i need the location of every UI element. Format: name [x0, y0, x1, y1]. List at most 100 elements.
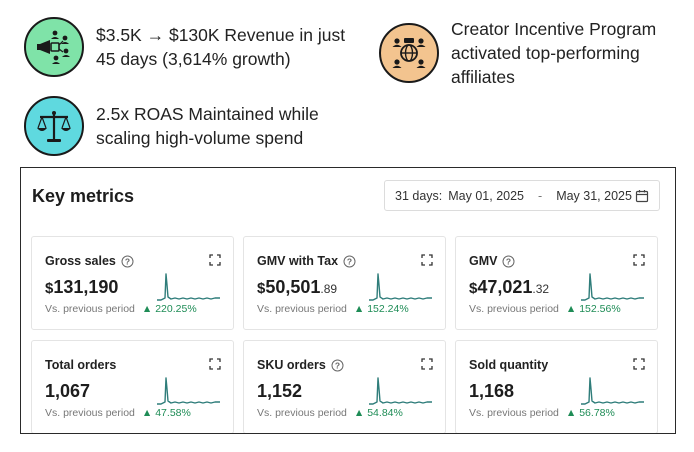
- delta-value: 220.25%: [155, 303, 197, 315]
- metric-title-row: Gross sales?: [45, 254, 134, 268]
- delta-badge: ▲ 152.24%: [354, 303, 409, 315]
- metric-title-row: Total orders: [45, 358, 116, 372]
- info-icon[interactable]: ?: [343, 255, 356, 268]
- delta-value: 56.78%: [579, 407, 615, 419]
- sparkline-chart: [157, 377, 220, 405]
- date-range-label: 31 days:: [395, 188, 443, 203]
- metric-amount: 50,501: [265, 277, 321, 297]
- metric-title: GMV with Tax: [257, 254, 339, 268]
- info-icon[interactable]: ?: [331, 359, 344, 372]
- metric-title: GMV: [469, 254, 498, 268]
- metric-amount: 131,190: [53, 277, 119, 297]
- comparison-label: Vs. previous period: [45, 407, 135, 419]
- date-range-end: May 31, 2025: [556, 188, 632, 203]
- metric-comparison: Vs. previous period ▲ 152.24%: [257, 303, 409, 315]
- expand-icon[interactable]: [633, 254, 645, 266]
- metric-currency: $: [45, 280, 54, 297]
- sparkline-chart: [157, 273, 220, 301]
- up-arrow-icon: ▲: [353, 303, 365, 315]
- metric-card[interactable]: GMV with Tax? $50,501.89 Vs. previous pe…: [243, 236, 446, 330]
- metric-comparison: Vs. previous period ▲ 56.78%: [469, 407, 615, 419]
- metric-card[interactable]: SKU orders? 1,152 Vs. previous period ▲ …: [243, 340, 446, 433]
- up-arrow-icon: ▲: [565, 303, 577, 315]
- metric-card[interactable]: Sold quantity 1,168 Vs. previous period …: [455, 340, 658, 433]
- sparkline-chart: [369, 273, 432, 301]
- metric-value: 1,152: [257, 381, 302, 402]
- delta-badge: ▲ 47.58%: [142, 407, 191, 419]
- highlight-text: Creator Incentive Program activated top-…: [451, 19, 657, 87]
- info-icon[interactable]: ?: [121, 255, 134, 268]
- megaphone-people-icon: [24, 17, 84, 77]
- sparkline: [369, 377, 432, 405]
- expand-icon[interactable]: [209, 358, 221, 370]
- metric-value: $47,021.32: [469, 277, 549, 298]
- metric-amount: 47,021: [477, 277, 533, 297]
- info-icon[interactable]: ?: [502, 255, 515, 268]
- delta-badge: ▲ 152.56%: [566, 303, 621, 315]
- metric-comparison: Vs. previous period ▲ 152.56%: [469, 303, 621, 315]
- metric-currency: $: [257, 280, 266, 297]
- highlight-creator-program: Creator Incentive Program activated top-…: [379, 17, 689, 89]
- expand-icon[interactable]: [421, 254, 433, 266]
- sparkline-chart: [581, 273, 644, 301]
- delta-value: 152.24%: [367, 303, 409, 315]
- panel-title: Key metrics: [32, 186, 135, 206]
- metric-amount: 1,168: [469, 381, 515, 401]
- metric-title: Sold quantity: [469, 358, 549, 372]
- expand-icon[interactable]: [421, 358, 433, 370]
- metric-value: 1,067: [45, 381, 90, 402]
- date-range-picker[interactable]: 31 days: May 01, 2025 - May 31, 2025: [384, 180, 660, 211]
- metric-comparison: Vs. previous period ▲ 220.25%: [45, 303, 197, 315]
- metric-amount: 1,152: [257, 381, 303, 401]
- metric-decimal: .32: [532, 282, 550, 296]
- delta-value: 47.58%: [155, 407, 191, 419]
- metric-title-row: SKU orders?: [257, 358, 344, 372]
- metric-title-row: Sold quantity: [469, 358, 548, 372]
- sparkline: [157, 273, 220, 301]
- metric-title-row: GMV with Tax?: [257, 254, 356, 268]
- highlight-text: $3.5K → $130K Revenue in just 45 days (3…: [96, 25, 346, 69]
- metric-title: Total orders: [45, 358, 117, 372]
- highlight-revenue-growth: $3.5K → $130K Revenue in just 45 days (3…: [24, 17, 364, 77]
- expand-icon[interactable]: [209, 254, 221, 266]
- up-arrow-icon: ▲: [353, 407, 365, 419]
- metric-comparison: Vs. previous period ▲ 47.58%: [45, 407, 191, 419]
- comparison-label: Vs. previous period: [469, 407, 559, 419]
- sparkline: [581, 377, 644, 405]
- metric-value: $50,501.89: [257, 277, 337, 298]
- delta-badge: ▲ 56.78%: [566, 407, 615, 419]
- metric-currency: $: [469, 280, 478, 297]
- metric-title: Gross sales: [45, 254, 116, 268]
- svg-text:?: ?: [125, 256, 130, 266]
- metric-decimal: .89: [320, 282, 338, 296]
- people-network-icon: [379, 23, 439, 83]
- metric-card[interactable]: Gross sales? $131,190 Vs. previous perio…: [31, 236, 234, 330]
- metric-value: $131,190: [45, 277, 118, 298]
- calendar-icon[interactable]: [635, 189, 649, 203]
- highlight-text: 2.5x ROAS Maintained while scaling high-…: [96, 104, 319, 148]
- sparkline-chart: [369, 377, 432, 405]
- comparison-label: Vs. previous period: [469, 303, 559, 315]
- sparkline: [157, 377, 220, 405]
- comparison-label: Vs. previous period: [257, 303, 347, 315]
- up-arrow-icon: ▲: [565, 407, 577, 419]
- delta-value: 152.56%: [579, 303, 621, 315]
- date-range-start: May 01, 2025: [448, 188, 525, 203]
- metric-card[interactable]: Total orders 1,067 Vs. previous period ▲…: [31, 340, 234, 433]
- highlight-roas: 2.5x ROAS Maintained while scaling high-…: [24, 96, 364, 156]
- sparkline: [581, 273, 644, 301]
- balance-scale-icon: [24, 96, 84, 156]
- svg-text:?: ?: [347, 256, 352, 266]
- expand-icon[interactable]: [633, 358, 645, 370]
- metric-comparison: Vs. previous period ▲ 54.84%: [257, 407, 403, 419]
- metric-title: SKU orders: [257, 358, 326, 372]
- comparison-label: Vs. previous period: [45, 303, 135, 315]
- up-arrow-icon: ▲: [141, 303, 153, 315]
- up-arrow-icon: ▲: [141, 407, 153, 419]
- comparison-label: Vs. previous period: [257, 407, 347, 419]
- metric-card[interactable]: GMV? $47,021.32 Vs. previous period ▲ 15…: [455, 236, 658, 330]
- svg-text:?: ?: [335, 360, 340, 370]
- delta-value: 54.84%: [367, 407, 403, 419]
- delta-badge: ▲ 220.25%: [142, 303, 197, 315]
- metric-amount: 1,067: [45, 381, 91, 401]
